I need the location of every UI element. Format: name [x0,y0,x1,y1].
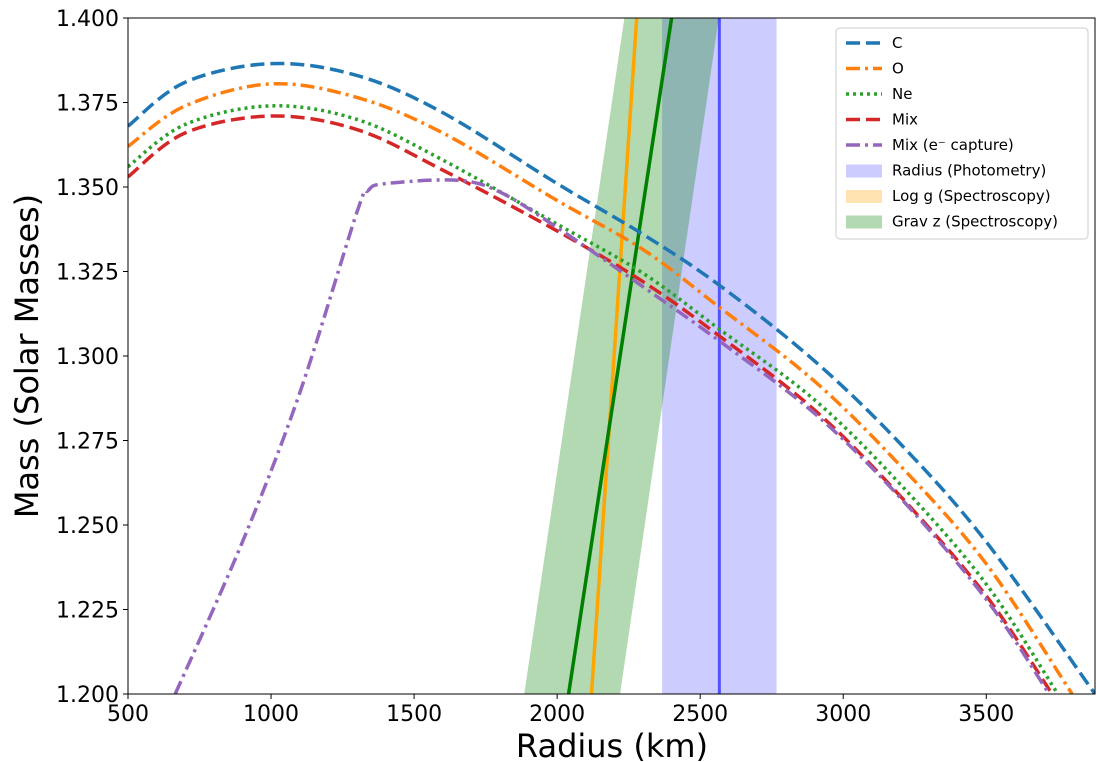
legend-label: Mix [892,111,918,129]
y-tick-label: 1.300 [56,345,119,370]
legend-label: Mix (e⁻ capture) [892,136,1014,154]
x-tick-label: 1500 [386,702,442,727]
y-tick-label: 1.375 [56,92,119,117]
legend-box [835,27,1089,240]
legend-label: Radius (Photometry) [892,162,1046,180]
legend-swatch [846,190,882,203]
y-axis-title: Mass (Solar Masses) [8,194,46,518]
series-line-2 [128,104,1060,694]
x-tick-label: 2000 [529,702,585,727]
grav-z-spectroscopy-center-line [566,18,674,694]
y-tick-label: 1.350 [56,176,119,201]
x-tick-label: 3500 [958,702,1014,727]
x-tick-label: 2500 [672,702,728,727]
series-line-1 [128,81,1074,694]
x-axis: 500 1000 1500 2000 2500 3000 3500 [107,694,1014,727]
legend-swatch [846,215,882,229]
x-tick-label: 3000 [815,702,871,727]
y-tick-label: 1.250 [56,514,119,539]
y-axis: 1.200 1.225 1.250 1.275 1.300 1.325 1.350 1.375… [56,7,128,708]
legend-swatch [846,164,882,178]
x-axis-title: Radius (km) [516,727,708,762]
series-line-3 [128,114,1054,694]
y-tick-label: 1.275 [56,430,119,455]
y-tick-label: 1.200 [56,683,119,708]
series-layer [128,61,1095,694]
y-tick-label: 1.225 [56,599,119,624]
series-line-0 [128,61,1095,694]
x-tick-label: 500 [107,702,149,727]
legend-label: Grav z (Spectroscopy) [892,213,1058,231]
legend-label: Ne [892,85,912,103]
bands-layer [524,18,777,694]
legend: CO Ne Mix Mix (e⁻ capture) Radius (Photometr… [835,27,1089,240]
y-tick-label: 1.325 [56,261,119,286]
y-tick-label: 1.400 [56,7,119,32]
series-line-4 [173,178,1051,694]
legend-label: O [892,60,904,78]
log-g-spectroscopy-center-line [589,18,639,694]
legend-label: C [892,34,902,52]
legend-label: Log g (Spectroscopy) [892,187,1051,205]
x-tick-label: 1000 [243,702,299,727]
